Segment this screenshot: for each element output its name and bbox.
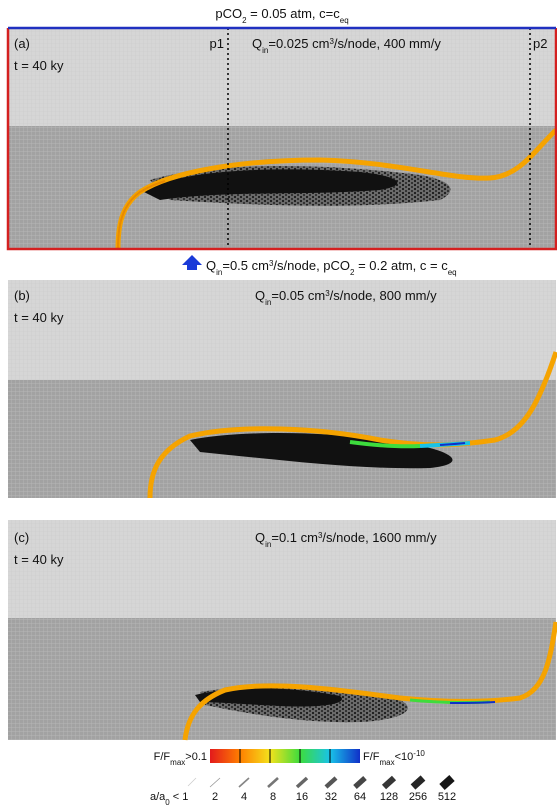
top-condition: pCO2 = 0.05 atm, c=ceq: [215, 6, 348, 25]
text-part: eq: [340, 16, 349, 25]
upper-domain: [8, 520, 556, 618]
fracture: [147, 351, 557, 499]
aperture-glyph: [324, 776, 338, 789]
text-part: F/F: [154, 751, 171, 763]
panel-label: (c): [14, 530, 29, 545]
colorbar-left-label: F/Fmax>0.1: [154, 751, 207, 767]
aperture-value: 512: [438, 791, 456, 803]
text-part: Q: [255, 288, 265, 303]
text-part: a/a: [150, 791, 166, 803]
text-part: = 0.2 atm, c = c: [354, 258, 448, 273]
text-part: =0.025 cm: [268, 36, 329, 51]
upper-domain: [8, 28, 556, 126]
aperture-glyph: [439, 775, 455, 790]
panel-label: (a): [14, 36, 30, 51]
text-part: 3: [318, 531, 323, 540]
aperture-glyph: [410, 775, 426, 790]
domain-border: [6, 28, 557, 251]
text-part: /s/node, 800 mm/y: [330, 288, 437, 303]
aperture-glyph: [295, 776, 309, 789]
aperture-glyph: [381, 775, 397, 790]
dissolution-zone: [140, 169, 398, 200]
flux-label: Qin=0.1 cm3/s/node, 1600 mm/y: [255, 530, 437, 549]
profile-label: p1: [210, 36, 224, 51]
text-part: in: [265, 540, 271, 549]
aperture-title: a/a0 < 1: [150, 791, 188, 805]
text-part: /s/node, pCO: [273, 258, 350, 273]
flux-segment: [449, 701, 496, 704]
text-part: <10: [395, 751, 414, 763]
aperture-value: 128: [380, 791, 398, 803]
text-part: F/F: [363, 751, 380, 763]
aperture-glyph: [353, 776, 367, 789]
fracture-edge: [117, 180, 166, 249]
panel-time: t = 40 ky: [14, 310, 64, 325]
flux-segment: [349, 440, 421, 449]
aperture-glyph: [187, 777, 197, 787]
aperture-value: 2: [212, 791, 218, 803]
aperture-glyph: [238, 777, 250, 788]
text-part: 3: [325, 289, 330, 298]
text-part: 3: [269, 259, 274, 268]
text-part: =0.5 cm: [222, 258, 269, 273]
aperture-glyph: [267, 777, 279, 788]
dissolution-zone: [195, 688, 342, 707]
aperture-value: 32: [325, 791, 337, 803]
colorbar: [210, 749, 360, 763]
lower-domain: [8, 618, 556, 740]
aperture-legend: 2 4 8 16 32 64 128 256 512: [209, 775, 456, 803]
aperture-value: 8: [270, 791, 276, 803]
flux-label: Qin=0.025 cm3/s/node, 400 mm/y: [252, 36, 441, 55]
text-part: = 0.05 atm, c=c: [247, 6, 341, 21]
text-part: in: [265, 298, 271, 307]
panel-c: (c) t = 40 ky Qin=0.1 cm3/s/node, 1600 m…: [8, 520, 557, 741]
text-part: in: [262, 46, 268, 55]
text-part: eq: [448, 268, 457, 277]
text-part: < 1: [170, 791, 189, 803]
aperture-value: 4: [241, 791, 247, 803]
colorbar-right-label: F/Fmax<10-10: [363, 749, 425, 767]
profile-label: p2: [533, 36, 547, 51]
aperture-glyph: [209, 777, 221, 788]
flux-segment: [439, 442, 466, 446]
upper-domain: [8, 280, 556, 380]
text-part: >0.1: [185, 751, 207, 763]
text-part: =0.1 cm: [271, 530, 318, 545]
text-part: Q: [255, 530, 265, 545]
inlet-condition: Qin=0.5 cm3/s/node, pCO2 = 0.2 atm, c = …: [206, 258, 457, 277]
text-part: pCO: [215, 6, 242, 21]
flux-label: Qin=0.05 cm3/s/node, 800 mm/y: [255, 288, 437, 307]
text-part: 2: [350, 268, 355, 277]
panel-time: t = 40 ky: [14, 58, 64, 73]
text-part: 2: [242, 16, 247, 25]
text-part: =0.05 cm: [271, 288, 325, 303]
panel-a: (a) t = 40 ky p1 p2 Qin=0.025 cm3/s/node…: [6, 26, 557, 251]
colorbar-ticks: [239, 749, 331, 763]
panel-label: (b): [14, 288, 30, 303]
text-part: Q: [206, 258, 216, 273]
aperture-value: 64: [354, 791, 366, 803]
text-part: /s/node, 1600 mm/y: [322, 530, 437, 545]
text-part: Q: [252, 36, 262, 51]
aperture-value: 16: [296, 791, 308, 803]
aperture-value: 256: [409, 791, 427, 803]
panel-b: (b) t = 40 ky Qin=0.05 cm3/s/node, 800 m…: [8, 280, 557, 499]
text-part: 0: [165, 798, 170, 805]
panel-time: t = 40 ky: [14, 552, 64, 567]
text-part: in: [216, 268, 222, 277]
text-part: 3: [329, 37, 334, 46]
text-part: /s/node, 400 mm/y: [334, 36, 441, 51]
text-part: max: [170, 758, 185, 767]
inlet-arrow: [182, 255, 202, 270]
text-part: -10: [413, 749, 425, 758]
fracture: [182, 621, 557, 741]
text-part: max: [380, 758, 395, 767]
